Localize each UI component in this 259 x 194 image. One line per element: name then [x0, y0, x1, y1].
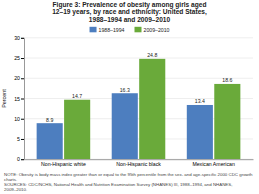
y-tick-label: 30	[14, 35, 20, 41]
bar	[37, 123, 63, 159]
grid-line	[24, 78, 253, 79]
y-tick-label: 15	[14, 96, 20, 102]
data-label: 16.3	[120, 87, 130, 93]
y-axis-title: Percent	[1, 89, 7, 108]
y-tick-mark	[21, 159, 24, 160]
chart: Figure 3: Prevalence of obesity among gi…	[0, 0, 259, 194]
y-tick-mark	[21, 58, 24, 59]
legend-label: 1988–1994	[99, 27, 125, 33]
note-line: NOTE: Obesity is body mass index greater…	[4, 172, 254, 177]
bars	[37, 59, 241, 159]
data-label: 13.4	[195, 98, 205, 104]
y-tick: 10	[14, 116, 24, 122]
grid-line	[24, 37, 253, 38]
legend-swatch	[135, 27, 142, 33]
x-tick: Mexican American	[192, 159, 234, 167]
plot: 8.9 16.3 13.4 14.7 24.8 18.6 0 5 10 15 20 25 30 Non-H…	[14, 35, 253, 167]
x-tick: Non-Hispanic white	[41, 159, 86, 167]
y-axis: 0 5 10 15 20 25 30	[14, 35, 24, 162]
grid-line	[24, 58, 253, 59]
note-line: 2009–2010.	[4, 187, 27, 192]
data-label: 18.6	[222, 77, 232, 83]
title-line: 1988–1994 and 2009–2010	[89, 16, 171, 23]
bar	[214, 84, 240, 159]
x-tick: Non-Hispanic black	[116, 159, 161, 167]
data-label: 8.9	[46, 117, 53, 123]
legend-label: 2009–2010	[144, 27, 170, 33]
bar	[112, 93, 138, 159]
x-tick-label: Mexican American	[192, 161, 234, 167]
y-tick-mark	[21, 119, 24, 120]
legend-item: 1988–1994	[90, 27, 125, 33]
y-tick: 0	[17, 156, 24, 162]
y-tick-label: 25	[14, 55, 20, 61]
x-tick-label: Non-Hispanic white	[41, 161, 86, 167]
legend-swatch	[90, 27, 97, 33]
y-tick-mark	[21, 99, 24, 100]
y-tick: 15	[14, 96, 24, 102]
data-label: 14.7	[72, 93, 82, 99]
bar	[139, 59, 165, 159]
y-tick-label: 0	[17, 156, 20, 162]
title: Figure 3: Prevalence of obesity among gi…	[52, 1, 207, 23]
y-tick-label: 20	[14, 75, 20, 81]
y-tick: 25	[14, 55, 24, 61]
data-label: 24.8	[147, 52, 157, 58]
bar	[64, 100, 90, 159]
y-tick-mark	[21, 78, 24, 79]
legend-item: 2009–2010	[135, 27, 170, 33]
x-axis: Non-Hispanic white Non-Hispanic black Mexi…	[25, 159, 254, 167]
legend: 1988–1994 2009–2010	[90, 27, 170, 33]
note-line: SOURCES: CDC/NCHS, National Health and N…	[4, 182, 234, 187]
notes: NOTE: Obesity is body mass index greater…	[4, 172, 254, 193]
y-tick: 20	[14, 75, 24, 81]
y-tick-label: 10	[14, 116, 20, 122]
y-axis-line	[21, 38, 25, 159]
note: SOURCES: CDC/NCHS, National Health and N…	[4, 182, 234, 192]
note: NOTE: Obesity is body mass index greater…	[4, 172, 254, 182]
y-tick-mark	[21, 38, 24, 39]
bar	[187, 105, 213, 159]
grid	[24, 38, 253, 159]
y-tick-mark	[21, 139, 24, 140]
y-tick: 30	[14, 35, 24, 41]
y-tick: 5	[17, 136, 24, 142]
y-tick-label: 5	[17, 136, 20, 142]
x-tick-label: Non-Hispanic black	[116, 161, 161, 167]
data-labels: 8.9 16.3 13.4 14.7 24.8 18.6	[46, 52, 232, 122]
